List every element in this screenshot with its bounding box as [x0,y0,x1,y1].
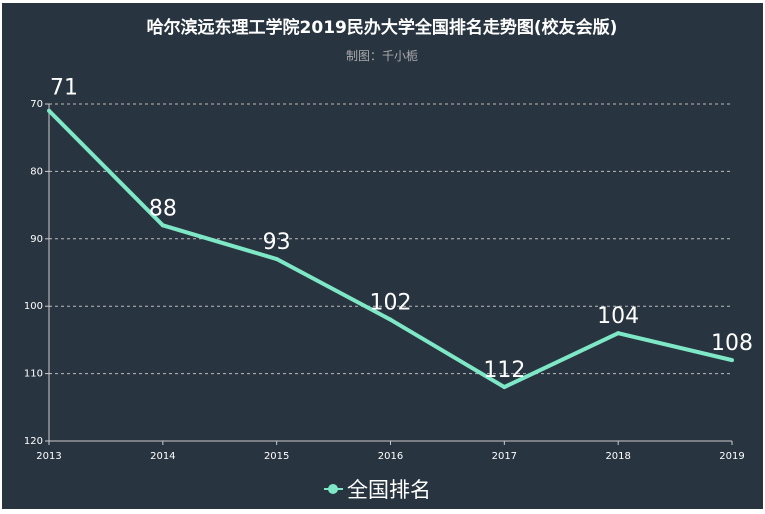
series-line [47,109,733,390]
legend-marker-icon [328,484,338,494]
x-tick-label: 2014 [150,451,175,462]
chart-title: 哈尔滨远东理工学院2019民办大学全国排名走势图(校友会版) [147,17,618,38]
y-tick-label: 70 [30,99,43,110]
data-label: 71 [50,76,78,101]
data-label: 102 [370,291,412,316]
data-label: 104 [597,304,639,329]
data-point [47,108,51,113]
chart-subtitle: 制图：千小栀 [346,49,418,63]
data-label: 88 [149,196,177,221]
x-tick-label: 2013 [36,451,61,462]
y-tick-label: 110 [24,369,43,380]
x-tick-label: 2019 [719,451,744,462]
legend[interactable]: 全国排名 [324,478,431,502]
chart-background [2,3,763,509]
data-label: 93 [263,230,291,255]
data-label: 112 [483,358,525,383]
y-tick-label: 100 [24,301,43,312]
y-tick-label: 90 [30,234,43,245]
x-tick-label: 2016 [378,451,403,462]
legend-label: 全国排名 [347,478,431,502]
data-point [502,385,507,390]
data-point [160,223,165,228]
y-tick-label: 80 [30,166,43,177]
x-tick-label: 2015 [264,451,289,462]
x-tick-label: 2017 [492,451,517,462]
data-point [274,257,279,262]
x-tick-label: 2018 [605,451,630,462]
data-label: 108 [711,331,753,356]
data-point [616,331,621,336]
data-point [388,317,393,322]
y-tick-label: 120 [24,436,43,447]
data-point [730,358,734,363]
